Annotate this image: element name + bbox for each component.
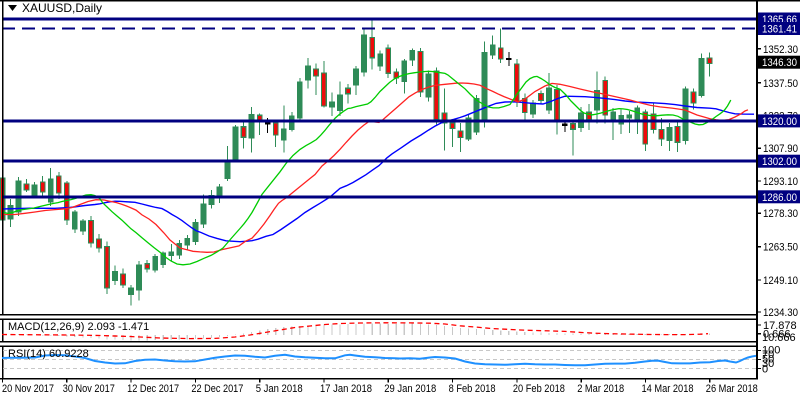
svg-text:14 Mar 2018: 14 Mar 2018 bbox=[642, 383, 694, 395]
svg-text:17 Jan 2018: 17 Jan 2018 bbox=[320, 383, 372, 395]
svg-text:0: 0 bbox=[762, 364, 768, 376]
svg-text:30: 30 bbox=[762, 358, 774, 370]
svg-text:20 Nov 2017: 20 Nov 2017 bbox=[2, 383, 54, 395]
svg-text:8 Feb 2018: 8 Feb 2018 bbox=[449, 383, 496, 395]
svg-text:1307.90: 1307.90 bbox=[763, 143, 798, 155]
svg-text:1352.30: 1352.30 bbox=[763, 44, 798, 56]
svg-text:0.666: 0.666 bbox=[763, 329, 791, 341]
svg-text:1293.10: 1293.10 bbox=[763, 176, 798, 188]
svg-text:22 Dec 2017: 22 Dec 2017 bbox=[191, 383, 243, 395]
svg-text:50: 50 bbox=[762, 354, 774, 366]
svg-text:26 Mar 2018: 26 Mar 2018 bbox=[706, 383, 758, 395]
svg-text:29 Jan 2018: 29 Jan 2018 bbox=[384, 383, 436, 395]
svg-text:2 Mar 2018: 2 Mar 2018 bbox=[577, 383, 624, 395]
svg-text:100: 100 bbox=[762, 345, 780, 357]
svg-text:1234.30: 1234.30 bbox=[763, 307, 798, 319]
svg-text:1346.30: 1346.30 bbox=[762, 57, 797, 69]
svg-text:1361.41: 1361.41 bbox=[762, 24, 797, 36]
svg-text:RSI(14) 60.9228: RSI(14) 60.9228 bbox=[8, 348, 89, 360]
svg-text:10.666: 10.666 bbox=[762, 332, 796, 344]
svg-text:1302.00: 1302.00 bbox=[762, 156, 797, 168]
svg-text:1249.10: 1249.10 bbox=[763, 275, 798, 287]
svg-text:5 Jan 2018: 5 Jan 2018 bbox=[256, 383, 303, 395]
svg-text:12 Dec 2017: 12 Dec 2017 bbox=[127, 383, 179, 395]
svg-text:XAUUSD,Daily: XAUUSD,Daily bbox=[22, 1, 102, 15]
svg-text:1263.50: 1263.50 bbox=[763, 242, 798, 254]
svg-text:30 Nov 2017: 30 Nov 2017 bbox=[63, 383, 115, 395]
svg-text:1320.00: 1320.00 bbox=[762, 116, 797, 128]
svg-text:MACD(12,26,9) 2.093 -1.471: MACD(12,26,9) 2.093 -1.471 bbox=[8, 321, 149, 333]
svg-text:1278.30: 1278.30 bbox=[763, 208, 798, 220]
svg-text:20 Feb 2018: 20 Feb 2018 bbox=[513, 383, 565, 395]
svg-text:70: 70 bbox=[762, 349, 774, 361]
svg-text:17.878: 17.878 bbox=[763, 320, 797, 332]
svg-text:1337.50: 1337.50 bbox=[763, 78, 798, 90]
svg-text:1286.00: 1286.00 bbox=[762, 192, 797, 204]
